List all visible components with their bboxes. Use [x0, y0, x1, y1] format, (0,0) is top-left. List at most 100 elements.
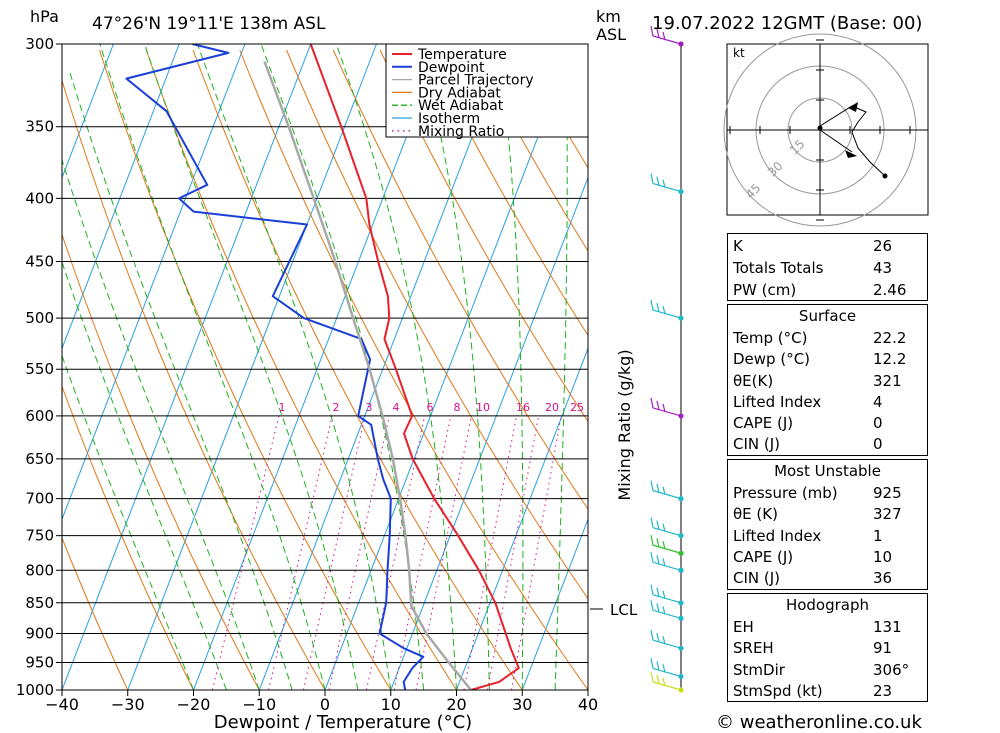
x-tick-label: 0	[320, 695, 330, 714]
surface-cin-value: 0	[873, 435, 883, 453]
surface-row: θE(K) 321	[728, 371, 927, 392]
wind-barb	[650, 658, 682, 677]
pressure-tick-label: 550	[25, 360, 54, 378]
hodograph-title: Hodograph	[785, 596, 870, 614]
pressure-unit-label: hPa	[30, 7, 59, 26]
x-tick-label: 10	[381, 695, 401, 714]
pressure-tick-label: 700	[25, 490, 54, 508]
wind-barb	[650, 173, 682, 193]
stmspd-label: StmSpd (kt)	[733, 682, 823, 700]
dry-adiabat-line	[62, 233, 260, 690]
hodo-row: StmSpd (kt) 23	[728, 681, 927, 702]
pressure-tick-label: 950	[25, 653, 54, 671]
dry-adiabat-line	[426, 49, 588, 337]
mu-row: CIN (J) 36	[728, 568, 927, 589]
wind-barb	[650, 517, 682, 537]
isotherm-line	[62, 44, 246, 521]
pressure-tick-label: 800	[25, 561, 54, 579]
x-tick-label: −20	[177, 695, 211, 714]
dry-adiabat-line	[99, 49, 392, 690]
storm-motion-arrow	[845, 150, 857, 158]
pressure-tick-label: 750	[25, 527, 54, 545]
pressure-tick-labels: 300 350 400 450 500 550 600 650 700 750 800 850 900 9…	[16, 35, 54, 699]
totals-row: Totals Totals 43	[728, 258, 927, 279]
surface-row: CAPE (J) 0	[728, 413, 927, 434]
dry-adiabat-line	[519, 49, 588, 169]
surface-li-value: 4	[873, 393, 883, 411]
mu-pressure-value: 925	[873, 484, 902, 502]
hodo-row: StmDir 306°	[728, 660, 927, 681]
surface-temp-label: Temp (°C)	[733, 329, 808, 347]
mixing-ratio-line	[511, 415, 562, 690]
mu-thetae-label: θE (K)	[733, 505, 778, 523]
stmdir-value: 306°	[873, 661, 910, 679]
mixing-ratio-label: 2	[333, 401, 340, 414]
totals-value: 43	[873, 259, 893, 277]
x-axis-title: Dewpoint / Temperature (°C)	[214, 712, 472, 733]
height-unit-label: km	[596, 7, 621, 26]
stmdir-label: StmDir	[733, 661, 785, 679]
dewpoint-line	[125, 44, 425, 690]
most-unstable-table: Most Unstable Pressure (mb) 925 θE (K) 327…	[727, 459, 928, 590]
isotherm-line	[127, 44, 377, 690]
wind-barb	[650, 480, 682, 500]
wet-adiabat-line	[68, 70, 293, 690]
temperature-tick-labels: −40 −30 −20 −10 0 10 20 30 40	[45, 690, 598, 714]
surface-cape-label: CAPE (J)	[733, 414, 794, 432]
wet-adiabat-line	[62, 158, 260, 690]
hodograph-table: Hodograph EH 131 SREH 91 StmDir 306° StmSpd…	[727, 593, 928, 702]
hodograph-end	[882, 173, 888, 179]
surface-thetae-label: θE(K)	[733, 372, 774, 390]
surface-table: Surface Temp (°C) 22.2 Dewp (°C) 12.2 θE(K…	[727, 304, 928, 456]
wind-barb	[650, 630, 682, 649]
legend-label: Mixing Ratio	[418, 124, 504, 140]
mixing-ratio-label: 6	[427, 401, 434, 414]
dry-adiabat-line	[192, 49, 523, 690]
datetime-title: 19.07.2022 12GMT (Base: 00)	[652, 13, 922, 34]
lcl-label: LCL	[610, 601, 638, 619]
eh-value: 131	[873, 618, 902, 636]
dry-adiabat-line	[941, 50, 1000, 690]
wet-adiabat-line	[144, 44, 359, 690]
totals-label: Totals Totals	[733, 259, 824, 277]
mixing-ratio-line	[268, 415, 333, 690]
isotherm-line	[456, 347, 588, 690]
surface-cin-label: CIN (J)	[733, 435, 781, 453]
dry-adiabat-line	[379, 49, 588, 423]
wind-dot	[678, 533, 684, 539]
legend-label: Parcel Trajectory	[418, 73, 534, 89]
pressure-tick-label: 650	[25, 450, 54, 468]
pressure-tick-label: 450	[25, 253, 54, 271]
profile-lines	[125, 44, 520, 690]
mu-thetae-value: 327	[873, 505, 902, 523]
dry-adiabat-line	[62, 79, 326, 690]
sreh-value: 91	[873, 639, 893, 657]
x-tick-label: 40	[578, 695, 598, 714]
mixing-ratio-line	[366, 415, 426, 690]
temperature-line	[309, 44, 520, 690]
most-unstable-title: Most Unstable	[774, 462, 881, 480]
isotherm-line	[193, 44, 443, 690]
wind-barb	[650, 671, 682, 691]
pressure-tick-label: 300	[25, 35, 54, 53]
legend-label: Isotherm	[418, 111, 480, 127]
hodograph-unit: kt	[733, 46, 745, 60]
wet-adiabat-line	[497, 44, 524, 690]
storm-motion-line	[819, 129, 853, 153]
mixing-ratio-label: 10	[476, 401, 490, 414]
isotherm-line	[258, 44, 509, 690]
dry-adiabat-line	[286, 49, 588, 600]
pressure-tick-label: 500	[25, 309, 54, 327]
hodo-row: SREH 91	[728, 638, 927, 659]
x-tick-label: −10	[242, 695, 276, 714]
pressure-isobars	[56, 43, 588, 691]
wind-dot	[678, 550, 684, 556]
pressure-tick-label: 850	[25, 594, 54, 612]
mu-row: θE (K) 327	[728, 504, 927, 525]
x-tick-label: 20	[446, 695, 466, 714]
sreh-label: SREH	[733, 639, 774, 657]
surface-title: Surface	[798, 307, 857, 325]
mu-cape-value: 10	[873, 548, 893, 566]
